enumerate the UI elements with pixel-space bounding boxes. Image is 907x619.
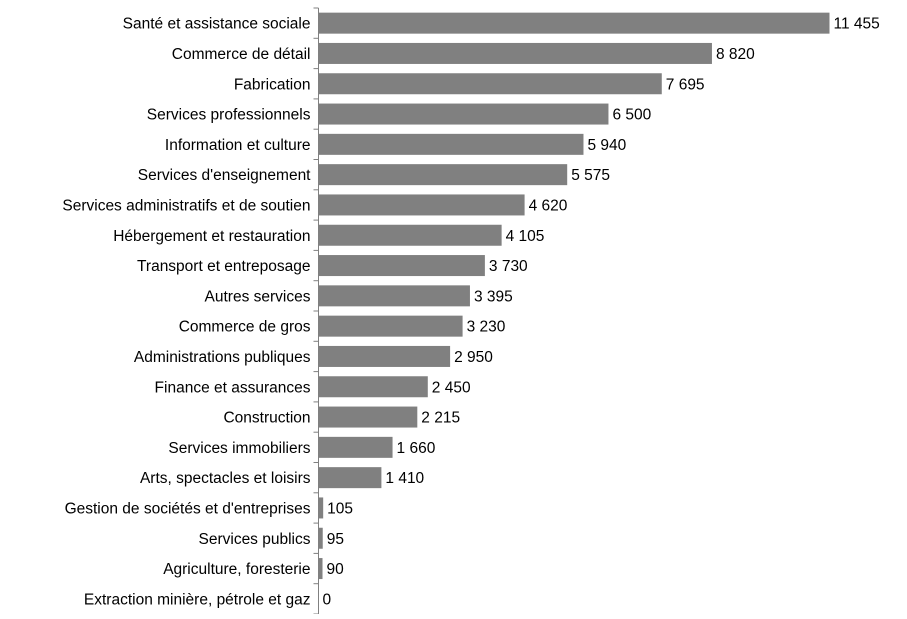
bar (318, 194, 525, 216)
category-label: Administrations publiques (134, 349, 311, 366)
category-label: Services professionnels (147, 107, 311, 124)
value-label: 5 940 (587, 137, 626, 154)
value-label: 3 230 (467, 319, 506, 336)
value-label: 3 730 (489, 258, 528, 275)
bar (318, 285, 470, 307)
category-label: Services publics (199, 531, 311, 548)
category-label: Arts, spectacles et loisirs (140, 470, 311, 487)
bar (318, 527, 323, 549)
category-label: Autres services (205, 288, 311, 305)
category-label: Hébergement et restauration (113, 228, 310, 245)
category-label: Construction (223, 410, 310, 427)
bar (318, 164, 568, 186)
value-label: 5 575 (571, 167, 610, 184)
category-label: Fabrication (234, 76, 311, 93)
value-label: 11 455 (834, 16, 880, 33)
bar (318, 255, 485, 277)
value-label: 1 660 (397, 440, 436, 457)
value-label: 4 105 (506, 228, 545, 245)
value-label: 3 395 (474, 288, 513, 305)
bar (318, 436, 393, 458)
value-label: 105 (327, 500, 353, 517)
value-label: 2 215 (421, 410, 460, 427)
value-label: 2 450 (432, 379, 471, 396)
bar (318, 224, 502, 246)
bar (318, 467, 382, 489)
category-labels: Santé et assistance sociale Commerce de d… (62, 16, 311, 609)
category-label: Santé et assistance sociale (123, 16, 311, 33)
value-label: 0 (323, 591, 332, 608)
bar (318, 103, 609, 125)
value-label: 6 500 (612, 107, 651, 124)
category-label: Commerce de détail (172, 46, 311, 63)
value-label: 2 950 (454, 349, 493, 366)
bar (318, 315, 463, 337)
bar (318, 345, 451, 367)
category-label: Gestion de sociétés et d'entreprises (65, 500, 311, 517)
value-label: 90 (327, 561, 345, 578)
category-label: Finance et assurances (155, 379, 311, 396)
bar (318, 42, 712, 64)
bar (318, 12, 830, 34)
bars-layer (318, 12, 830, 580)
bar (318, 376, 428, 398)
bar (318, 497, 324, 519)
value-label: 4 620 (529, 197, 568, 214)
bar (318, 406, 418, 428)
category-label: Services d'enseignement (138, 167, 311, 184)
value-label: 8 820 (716, 46, 755, 63)
y-axis (313, 7, 319, 615)
category-label: Extraction minière, pétrole et gaz (84, 591, 311, 608)
category-label: Services administratifs et de soutien (62, 197, 310, 214)
bar (318, 133, 584, 155)
category-label: Transport et entreposage (137, 258, 310, 275)
category-label: Commerce de gros (179, 319, 311, 336)
bar (318, 558, 323, 580)
value-label: 7 695 (666, 76, 705, 93)
category-label: Information et culture (165, 137, 311, 154)
value-label: 95 (327, 531, 344, 548)
category-label: Agriculture, foresterie (163, 561, 310, 578)
value-label: 1 410 (385, 470, 424, 487)
category-label: Services immobiliers (168, 440, 310, 457)
bar (318, 73, 662, 95)
